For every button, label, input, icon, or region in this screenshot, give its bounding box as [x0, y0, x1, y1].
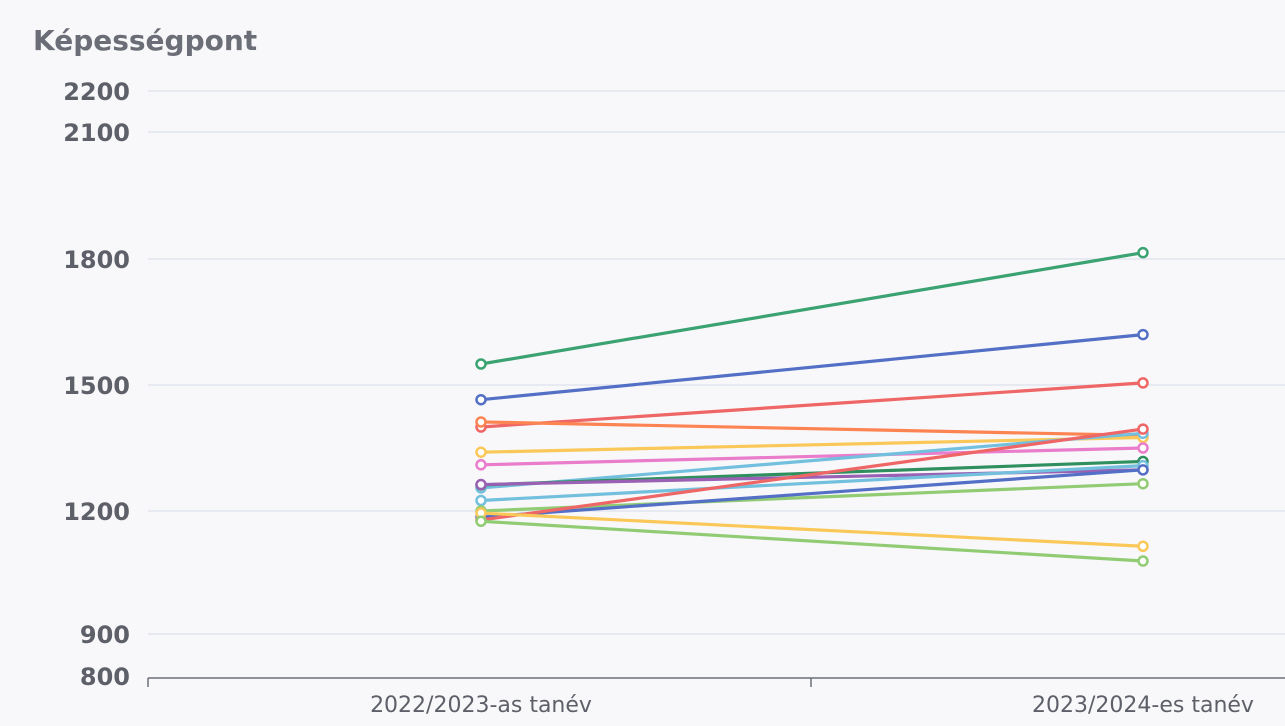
series-15 [475, 515, 1149, 567]
data-point[interactable] [475, 358, 487, 370]
chart-title: Képességpont [33, 24, 257, 57]
data-point[interactable] [475, 515, 487, 527]
data-point[interactable] [1137, 423, 1149, 435]
x-tick-label: 2022/2023-as tanév [370, 693, 592, 718]
series-14 [475, 507, 1149, 553]
y-axis-ticks: 800 900 1200 1500 1800 2100 2200 [63, 78, 130, 691]
series-line [480, 431, 1144, 490]
data-point[interactable] [475, 478, 487, 491]
series-line [480, 519, 1144, 563]
x-axis: 2022/2023-as tanév 2023/2024-es tanév [147, 677, 1285, 718]
series-line [480, 420, 1144, 437]
data-point[interactable] [475, 494, 487, 507]
series-line [480, 435, 1144, 454]
data-point[interactable] [1137, 477, 1149, 490]
data-point[interactable] [1137, 246, 1149, 259]
y-tick-label: 1500 [63, 372, 130, 400]
series-line [480, 446, 1144, 467]
data-point[interactable] [475, 416, 487, 428]
series-line [480, 468, 1144, 519]
data-point[interactable] [1137, 442, 1149, 454]
grid-lines [148, 90, 1285, 635]
series-line [480, 427, 1144, 522]
data-point[interactable] [475, 446, 487, 458]
data-point[interactable] [475, 393, 487, 406]
data-point[interactable] [475, 459, 487, 471]
y-tick-label: 2200 [63, 78, 130, 106]
y-tick-label: 900 [80, 621, 130, 649]
series-2 [475, 328, 1149, 406]
series-1 [475, 246, 1149, 370]
y-tick-label: 1200 [63, 498, 130, 526]
x-tick-label: 2023/2024-es tanév [1032, 693, 1254, 718]
series-6 [475, 442, 1149, 471]
series-line [480, 464, 1144, 503]
series-5 [475, 431, 1149, 458]
y-tick-label: 2100 [63, 119, 130, 147]
data-point[interactable] [1137, 328, 1149, 341]
data-point[interactable] [1137, 555, 1149, 567]
data-point[interactable] [1137, 377, 1149, 389]
series-line [480, 333, 1144, 402]
series-lines [475, 246, 1149, 567]
series-line [480, 381, 1144, 429]
series-line [480, 251, 1144, 366]
y-tick-label: 1800 [63, 246, 130, 274]
y-tick-label: 800 [80, 663, 130, 691]
data-point[interactable] [1137, 540, 1149, 553]
series-line [480, 511, 1144, 548]
data-point[interactable] [1137, 464, 1149, 476]
